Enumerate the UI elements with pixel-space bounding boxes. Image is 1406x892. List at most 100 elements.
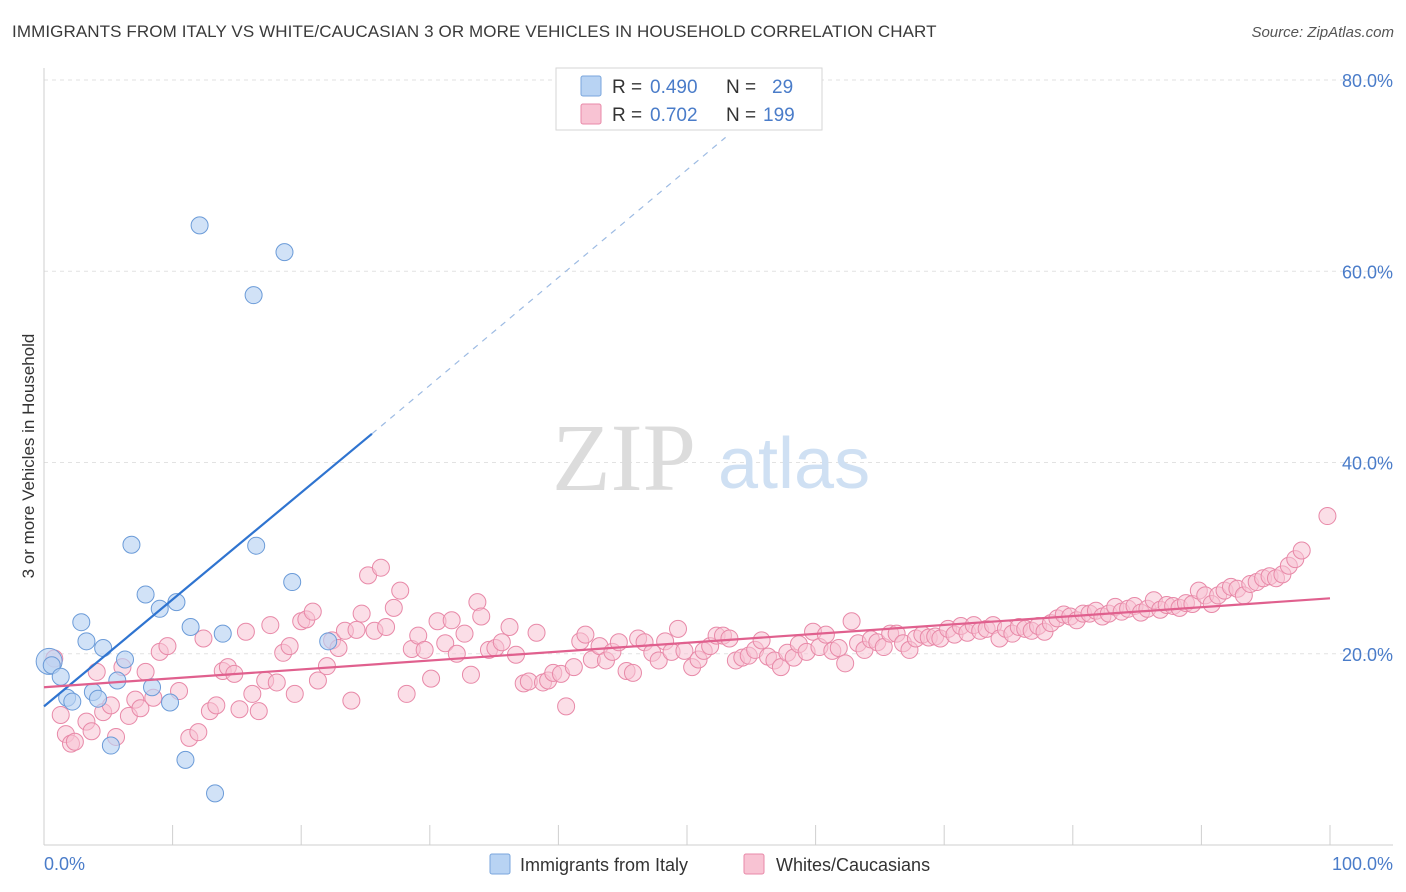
whites-caucasians-point [267, 673, 286, 692]
watermark-atlas: atlas [718, 424, 870, 504]
whites-caucasians-point [649, 651, 668, 670]
immigrants-italy-point [143, 678, 162, 697]
whites-caucasians-point [194, 629, 213, 648]
legend-n-label-2: N = [726, 105, 756, 126]
whites-caucasians-point [391, 581, 410, 600]
whites-caucasians-point [261, 616, 280, 635]
correlation-legend: R = 0.490 N = 29 R = 0.702 N = 199 [555, 67, 823, 131]
whites-caucasians-point [243, 684, 262, 703]
immigrants-italy-point [213, 624, 232, 643]
axes: 0.0% 100.0% [43, 68, 1393, 874]
immigrants-italy-point [72, 613, 91, 632]
legend-swatch-blue [580, 75, 602, 97]
legend-r-value-2: 0.702 [650, 105, 698, 126]
whites-caucasians-point [527, 623, 546, 642]
whites-caucasians-point [576, 625, 595, 644]
whites-caucasians-point [500, 617, 519, 636]
immigrants-italy-point [275, 243, 294, 262]
whites-caucasians-point [564, 658, 583, 677]
whites-caucasians-point [1292, 541, 1311, 560]
whites-caucasians-point [230, 700, 249, 719]
whites-caucasians-point [752, 631, 771, 650]
bottom-legend-label-italy: Immigrants from Italy [520, 855, 688, 875]
y-tick-label: 60.0% [1342, 262, 1393, 282]
legend-r-value-1: 0.490 [650, 77, 698, 98]
whites-caucasians-point [236, 622, 255, 641]
whites-caucasians-point [308, 671, 327, 690]
immigrants-italy-point [51, 667, 70, 686]
whites-caucasians-point [1318, 507, 1337, 526]
immigrants-italy-point [244, 286, 263, 305]
legend-swatch-pink [580, 103, 602, 125]
bottom-legend-label-whites: Whites/Caucasians [776, 855, 930, 875]
bottom-legend-swatch-blue [489, 853, 511, 875]
whites-caucasians-point [377, 617, 396, 636]
whites-caucasians-point [249, 702, 268, 721]
whites-caucasians-point [280, 637, 299, 656]
immigrants-italy-point [122, 535, 141, 554]
bottom-legend-swatch-pink [743, 853, 765, 875]
whites-caucasians-point [342, 691, 361, 710]
legend-n-label-1: N = [726, 77, 756, 98]
immigrants-italy-point [161, 693, 180, 712]
whites-caucasians-point [285, 684, 304, 703]
whites-caucasians-point [829, 639, 848, 658]
italy-trend-line [43, 432, 373, 708]
whites-caucasians-point [492, 633, 511, 652]
whites-caucasians-point [207, 696, 226, 715]
whites-caucasians-point [347, 620, 366, 639]
grid-lines: 20.0% 40.0% 60.0% 80.0% [44, 71, 1393, 665]
whites-caucasians-point [131, 699, 150, 718]
whites-caucasians-point [82, 722, 101, 741]
immigrants-italy-point [206, 784, 225, 803]
immigrants-italy-point [136, 585, 155, 604]
chart-title: IMMIGRANTS FROM ITALY VS WHITE/CAUCASIAN… [12, 22, 937, 41]
whites-caucasians-point [189, 723, 208, 742]
whites-caucasians-point [836, 654, 855, 673]
whites-caucasians-point [397, 684, 416, 703]
whites-caucasians-point [371, 558, 390, 577]
x-tick-label-min: 0.0% [44, 854, 85, 874]
y-tick-label: 20.0% [1342, 645, 1393, 665]
whites-caucasians-point [158, 637, 177, 656]
whites-caucasians-point [472, 607, 491, 626]
whites-caucasians-point [455, 624, 474, 643]
whites-caucasians-point [442, 611, 461, 630]
trend-lines [43, 136, 1331, 708]
whites-caucasians-point [384, 598, 403, 617]
legend-r-label-2: R = [612, 105, 642, 126]
legend-n-value-1: 29 [772, 77, 793, 98]
y-tick-label: 40.0% [1342, 454, 1393, 474]
whites-caucasians-point [461, 665, 480, 684]
x-tick-label-max: 100.0% [1332, 854, 1393, 874]
whites-caucasians-point [623, 663, 642, 682]
immigrants-italy-point [181, 617, 200, 636]
immigrants-italy-point [283, 573, 302, 592]
immigrants-italy-point [319, 632, 338, 651]
whites-caucasians-point [352, 604, 371, 623]
immigrants-italy-point [116, 650, 135, 669]
immigrants-italy-point [247, 536, 266, 555]
whites-caucasians-point [415, 640, 434, 659]
immigrants-italy-point [89, 689, 108, 708]
y-axis-title: 3 or more Vehicles in Household [19, 334, 38, 579]
legend-r-label-1: R = [612, 77, 642, 98]
whites-caucasians-point [87, 662, 106, 681]
legend-n-value-2: 199 [763, 105, 795, 126]
immigrants-italy-point [176, 750, 195, 769]
whites-caucasians-point [303, 602, 322, 621]
immigrants-italy-point [108, 671, 127, 690]
watermark: ZIP atlas [552, 404, 870, 511]
whites-caucasians-point [51, 705, 70, 724]
whites-caucasians-point [842, 612, 861, 631]
immigrants-italy-point [190, 216, 209, 235]
whites-caucasians-point [65, 732, 84, 751]
italy-trend-extension [371, 136, 726, 435]
immigrants-italy-point [63, 692, 82, 711]
series-legend: Immigrants from Italy Whites/Caucasians [489, 853, 930, 875]
whites-caucasians-point [422, 669, 441, 688]
whites-caucasians-point [136, 662, 155, 681]
immigrants-italy-points [35, 216, 338, 803]
immigrants-italy-point [94, 639, 113, 658]
